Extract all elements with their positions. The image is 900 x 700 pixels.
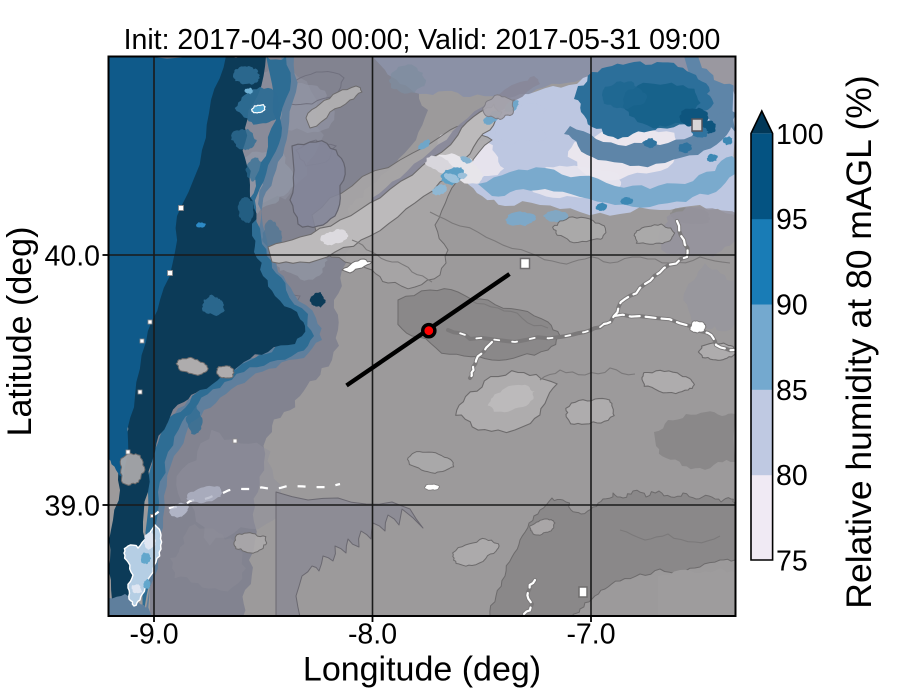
svg-text:-8.0: -8.0 [348,619,397,651]
svg-text:80: 80 [776,460,808,492]
svg-text:75: 75 [776,545,808,577]
svg-text:100: 100 [776,119,824,151]
svg-text:40.0: 40.0 [45,240,100,272]
svg-text:90: 90 [776,289,808,321]
svg-text:39.0: 39.0 [45,490,100,522]
svg-text:Init: 2017-04-30 00:00; Valid:: Init: 2017-04-30 00:00; Valid: 2017-05-3… [124,24,721,56]
svg-text:Latitude (deg): Latitude (deg) [1,227,39,437]
svg-text:95: 95 [776,204,808,236]
svg-text:Longitude (deg): Longitude (deg) [303,650,541,688]
svg-text:Relative humidity at 80 mAGL (: Relative humidity at 80 mAGL (%) [839,75,879,608]
svg-text:-7.0: -7.0 [566,619,615,651]
svg-text:85: 85 [776,375,808,407]
svg-text:-9.0: -9.0 [129,619,178,651]
